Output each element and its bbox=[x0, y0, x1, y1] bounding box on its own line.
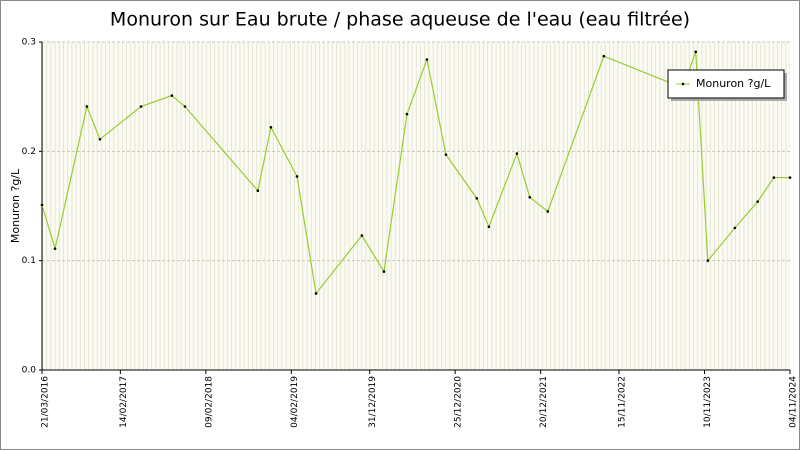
data-point bbox=[405, 112, 409, 116]
data-point bbox=[733, 226, 737, 230]
data-point bbox=[183, 105, 187, 108]
data-point bbox=[772, 176, 776, 179]
data-point bbox=[546, 210, 550, 213]
y-tick-label: 0.0 bbox=[22, 366, 37, 376]
data-point bbox=[515, 152, 519, 155]
data-point bbox=[85, 105, 89, 108]
data-point bbox=[706, 259, 710, 262]
x-tick-label: 09/02/2018 bbox=[204, 376, 214, 428]
data-point bbox=[382, 270, 386, 273]
data-point bbox=[788, 176, 792, 179]
data-point bbox=[170, 94, 174, 97]
data-point bbox=[98, 138, 102, 141]
data-point bbox=[256, 189, 260, 192]
x-tick-label: 15/11/2022 bbox=[618, 376, 628, 428]
data-point bbox=[602, 54, 606, 58]
data-point bbox=[295, 175, 299, 178]
data-point bbox=[487, 225, 491, 229]
x-tick-label: 04/02/2019 bbox=[290, 376, 300, 428]
data-point bbox=[528, 195, 532, 199]
x-tick-label: 04/11/2024 bbox=[789, 376, 799, 428]
data-point bbox=[360, 234, 364, 237]
x-tick-label: 25/12/2020 bbox=[454, 376, 464, 428]
y-tick-label: 0.2 bbox=[22, 147, 36, 157]
y-tick-label: 0.1 bbox=[22, 256, 36, 266]
data-point bbox=[314, 292, 318, 295]
data-point bbox=[694, 50, 698, 54]
x-tick-label: 31/12/2019 bbox=[368, 376, 378, 428]
data-point bbox=[444, 153, 448, 156]
x-tick-label: 21/03/2016 bbox=[41, 376, 51, 428]
y-axis-label: Monuron ?g/L bbox=[9, 168, 22, 243]
data-point bbox=[53, 247, 57, 250]
data-point bbox=[425, 58, 429, 61]
data-point bbox=[40, 203, 44, 207]
data-point bbox=[139, 105, 143, 108]
data-point bbox=[756, 200, 760, 203]
data-point bbox=[269, 125, 273, 129]
data-point bbox=[475, 197, 479, 200]
legend-marker bbox=[681, 82, 685, 86]
plot-area bbox=[42, 42, 790, 370]
x-tick-label: 14/02/2017 bbox=[119, 376, 129, 428]
x-tick-label: 20/12/2021 bbox=[539, 376, 549, 428]
y-tick-label: 0.3 bbox=[22, 38, 36, 48]
x-tick-label: 10/11/2023 bbox=[703, 376, 713, 428]
chart-title: Monuron sur Eau brute / phase aqueuse de… bbox=[110, 9, 690, 31]
legend-label: Monuron ?g/L bbox=[696, 77, 771, 90]
